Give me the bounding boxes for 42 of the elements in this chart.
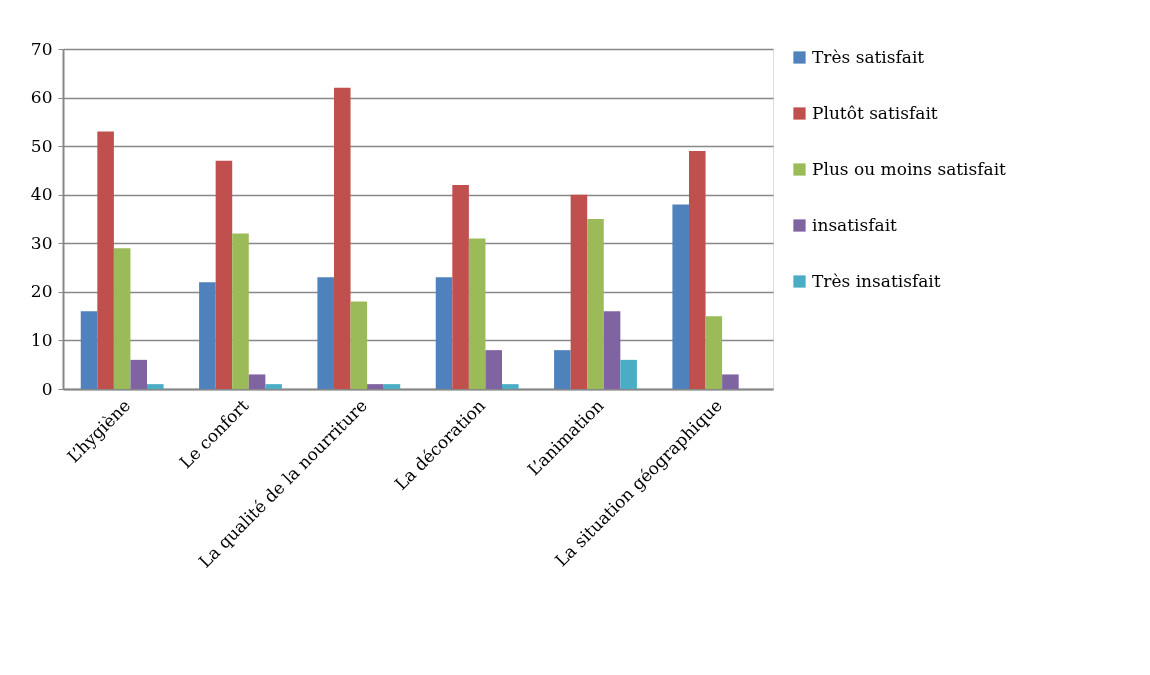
- bar: [333, 87, 351, 389]
- legend-label: Plus ou moins satisfait: [812, 158, 1007, 179]
- bar: [688, 151, 706, 389]
- bar: [367, 384, 384, 389]
- bar: [722, 374, 739, 389]
- bar: [672, 204, 689, 389]
- bar: [705, 316, 723, 389]
- bar: [147, 384, 164, 389]
- bar: [435, 277, 453, 389]
- y-tick-label: 0: [41, 378, 53, 399]
- bar: [113, 248, 131, 389]
- legend-label: Plutôt satisfait: [812, 102, 938, 123]
- legend-label: insatisfait: [812, 214, 898, 235]
- bar: [199, 282, 216, 389]
- y-tick-label: 40: [30, 184, 53, 205]
- bar: [570, 194, 588, 389]
- bar: [587, 219, 604, 389]
- bar: [603, 311, 621, 389]
- bar: [265, 384, 282, 389]
- bar: [485, 350, 503, 389]
- y-tick-label: 60: [30, 87, 53, 108]
- legend-label: Très satisfait: [812, 46, 925, 67]
- bar: [452, 185, 469, 389]
- y-tick-label: 50: [30, 135, 53, 156]
- bar: [502, 384, 519, 389]
- y-tick-label: 30: [30, 232, 53, 253]
- bar: [350, 301, 368, 389]
- bar: [620, 359, 637, 389]
- bar: [130, 359, 148, 389]
- bar: [215, 160, 233, 389]
- legend-label: Très insatisfait: [812, 270, 941, 291]
- bar: [80, 311, 98, 389]
- bar: [468, 238, 486, 389]
- bar: [232, 233, 249, 389]
- y-tick-label: 70: [30, 38, 53, 59]
- y-tick-label: 20: [30, 281, 53, 302]
- bar: [554, 350, 571, 389]
- bar: [317, 277, 334, 389]
- bar: [97, 131, 114, 389]
- bar: [383, 384, 401, 389]
- y-tick-label: 10: [30, 329, 53, 350]
- bar: [248, 374, 266, 389]
